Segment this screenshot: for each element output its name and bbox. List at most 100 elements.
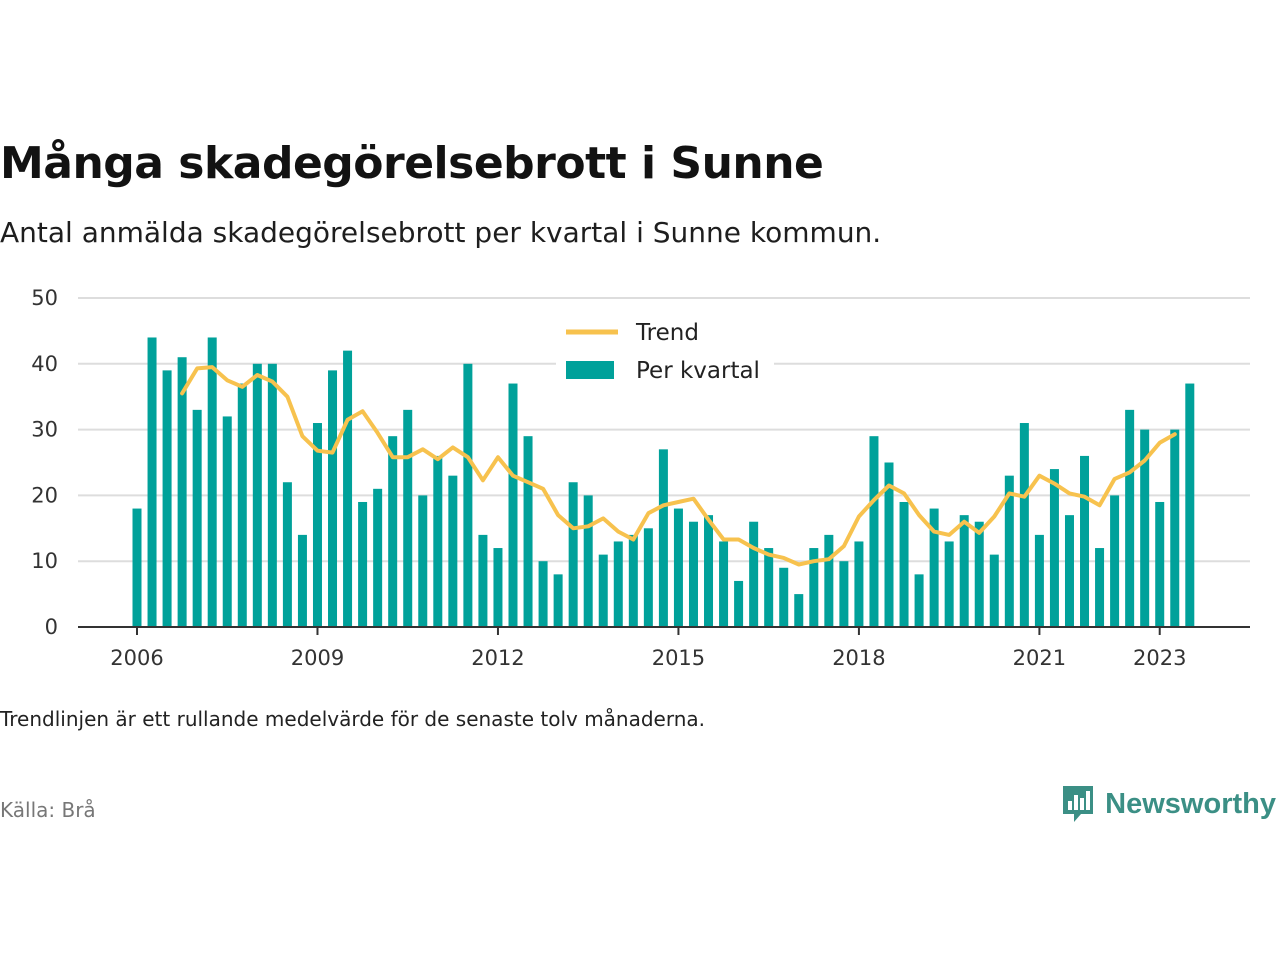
bar [147, 337, 157, 627]
legend-background [556, 310, 774, 394]
bars [132, 337, 1195, 627]
bar [237, 383, 247, 627]
bar [222, 416, 232, 627]
source-label: Källa: Brå [0, 798, 96, 822]
x-tick-label: 2006 [110, 646, 163, 670]
bar [944, 541, 954, 627]
legend-swatch-bars [566, 361, 614, 379]
bar [779, 567, 789, 627]
bar [1080, 455, 1090, 627]
bar [658, 449, 668, 627]
bar [297, 534, 307, 627]
bar [749, 521, 759, 627]
y-tick-label: 0 [45, 615, 58, 639]
chart-title: Många skadegörelsebrott i Sunne [0, 138, 824, 189]
bar [929, 508, 939, 627]
y-tick-label: 10 [31, 549, 58, 573]
bar [734, 580, 744, 627]
bar [794, 594, 804, 627]
trend-line [180, 365, 1177, 567]
x-tick-label: 2015 [652, 646, 705, 670]
bar [809, 548, 819, 627]
y-tick-label: 50 [31, 286, 58, 310]
bar [628, 534, 638, 627]
bar-chart-speech-bubble-icon [1063, 786, 1094, 822]
bar [523, 436, 533, 627]
bar [643, 528, 653, 627]
legend-label-bars: Per kvartal [636, 358, 760, 384]
bar [282, 482, 292, 627]
bar [267, 363, 277, 627]
bar [1185, 383, 1195, 627]
bar [719, 541, 729, 627]
bar [1064, 515, 1074, 627]
bar [252, 363, 262, 627]
x-tick-label: 2012 [471, 646, 524, 670]
bar [553, 574, 563, 627]
bar [403, 409, 413, 627]
bar [358, 501, 368, 627]
bar [914, 574, 924, 627]
bar [704, 515, 714, 627]
bar [1110, 495, 1120, 627]
bar [312, 423, 322, 627]
bar [764, 548, 774, 627]
bar [974, 521, 984, 627]
chart-subtitle: Antal anmälda skadegörelsebrott per kvar… [0, 216, 882, 249]
y-tick-label: 20 [31, 483, 58, 507]
bar [508, 383, 518, 627]
x-tick-label: 2009 [291, 646, 344, 670]
bar [418, 495, 428, 627]
bar [207, 337, 217, 627]
bar [959, 515, 969, 627]
bar [854, 541, 864, 627]
bar [1155, 501, 1165, 627]
x-axis-ticks: 2006 2009 2012 2015 2018 2021 2023 [110, 627, 1186, 670]
chart-area: 0 10 20 30 40 50 2006 2009 2012 2015 2018 2021 2023… [31, 286, 1250, 670]
y-axis-ticks: 0 10 20 30 40 50 [31, 286, 58, 639]
legend-label-trend: Trend [635, 320, 699, 346]
bar [583, 495, 593, 627]
bar [463, 363, 473, 627]
bar [538, 561, 548, 627]
bar [433, 455, 443, 627]
bar [478, 534, 488, 627]
x-tick-label: 2023 [1133, 646, 1186, 670]
bar [839, 561, 849, 627]
brand-name: Newsworthy [1105, 787, 1276, 820]
bar [1125, 409, 1135, 627]
bar [343, 350, 353, 627]
bar [192, 409, 202, 627]
bar [388, 436, 398, 627]
bar [688, 521, 698, 627]
bar [1019, 423, 1029, 627]
footnote: Trendlinjen är ett rullande medelvärde f… [0, 707, 706, 731]
bar [1095, 548, 1105, 627]
bar [1170, 429, 1180, 627]
bar [493, 548, 503, 627]
bar [568, 482, 578, 627]
bar [613, 541, 623, 627]
bar [448, 475, 458, 627]
bar [673, 508, 683, 627]
y-tick-label: 40 [31, 352, 58, 376]
x-tick-label: 2018 [832, 646, 885, 670]
brand-logo[interactable]: Newsworthy [1061, 784, 1276, 824]
bar [132, 508, 142, 627]
bar [373, 488, 383, 627]
bar [824, 534, 834, 627]
bar [884, 462, 894, 627]
bar [869, 436, 879, 627]
bar [1004, 475, 1014, 627]
bar [989, 554, 999, 627]
bar [1140, 429, 1150, 627]
bar [899, 501, 909, 627]
bar [1049, 469, 1059, 627]
y-tick-label: 30 [31, 418, 58, 442]
bar [177, 357, 187, 627]
legend: Trend Per kvartal [556, 310, 774, 394]
bar [328, 370, 338, 627]
bar [1034, 534, 1044, 627]
x-tick-label: 2021 [1013, 646, 1066, 670]
bar [598, 554, 608, 627]
